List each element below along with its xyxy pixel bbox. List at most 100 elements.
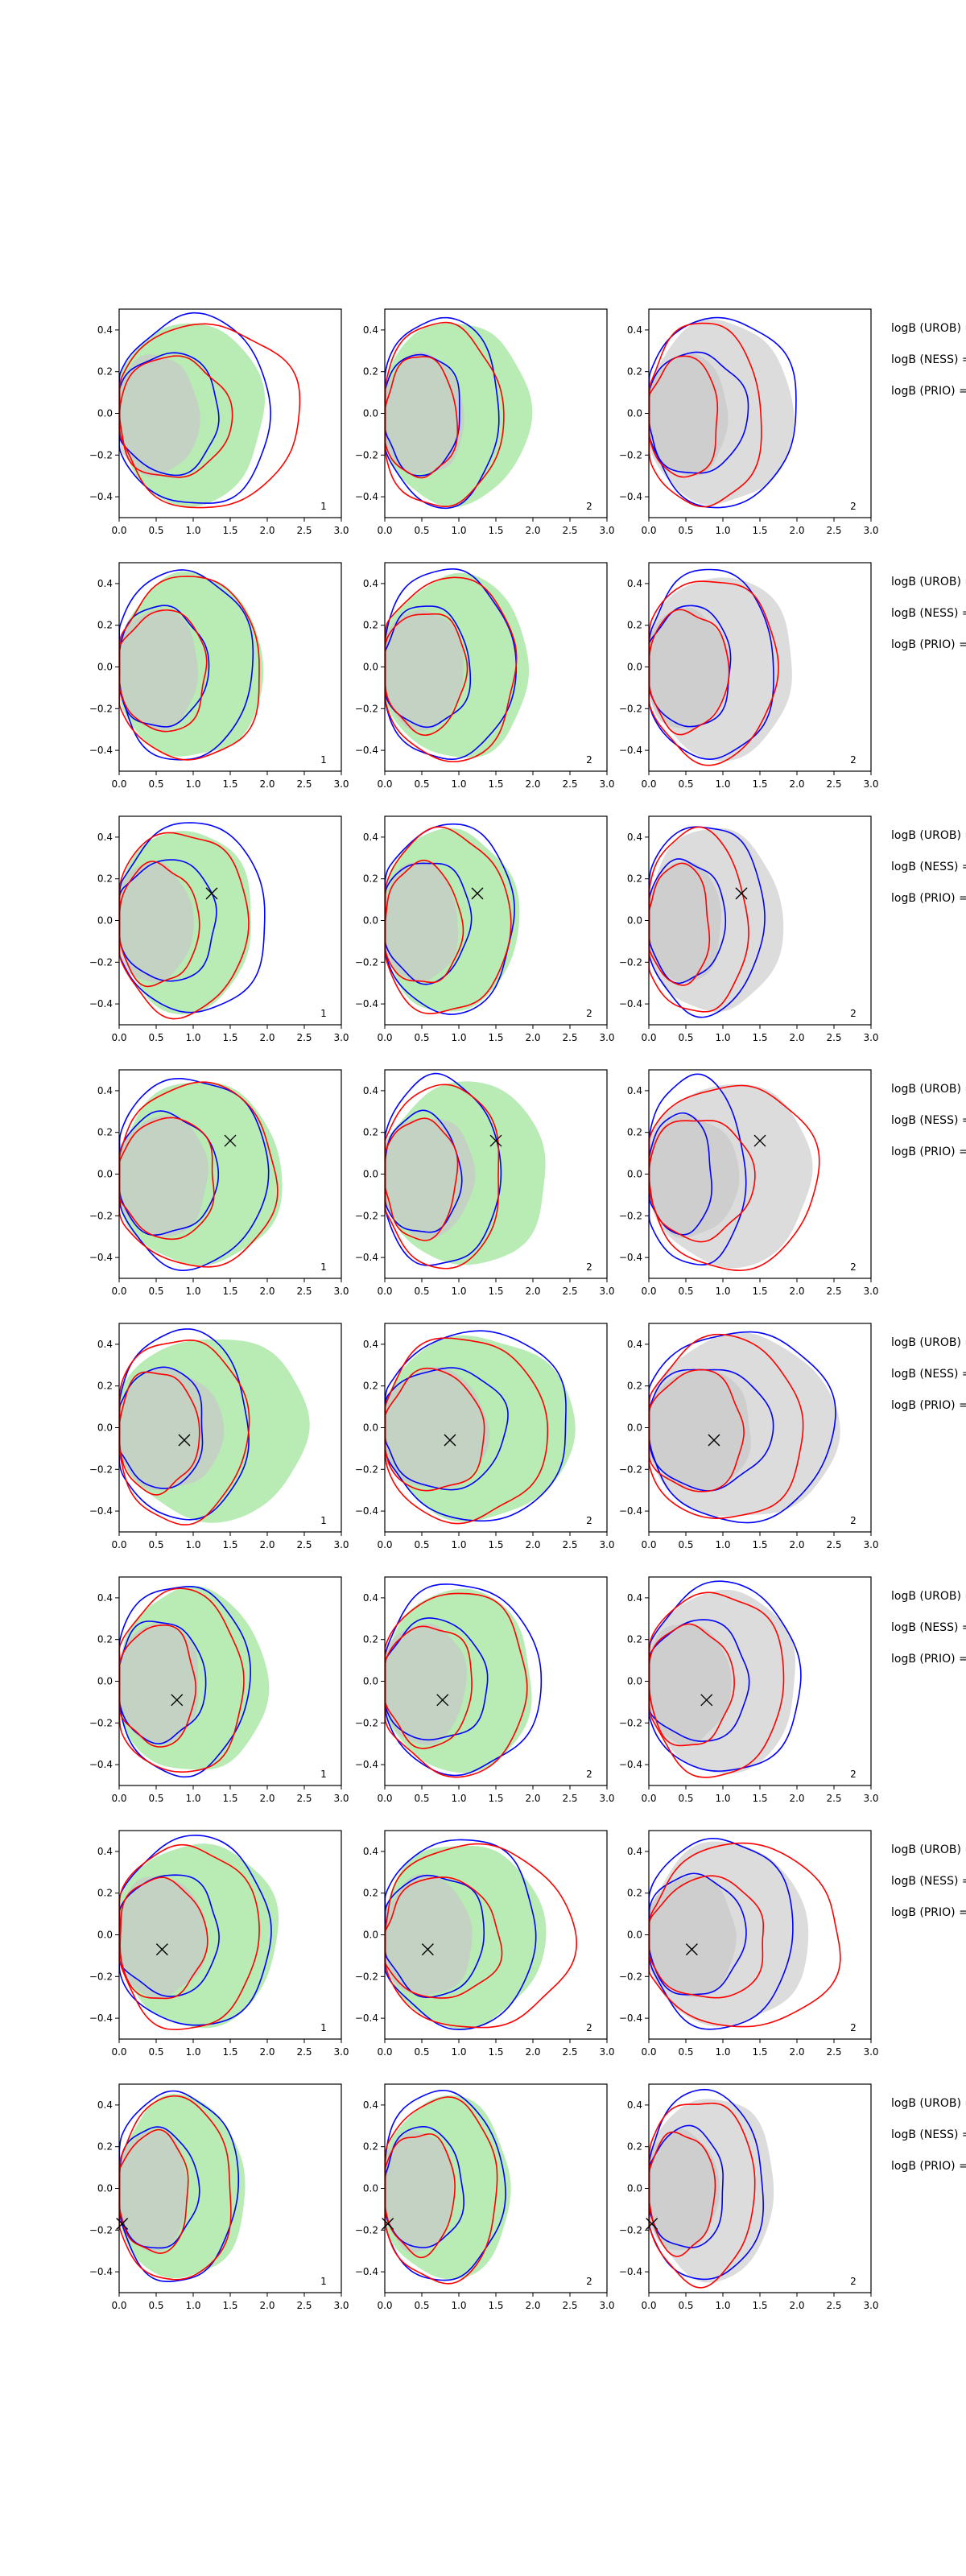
x-tick-label: 0.5	[414, 1286, 429, 1297]
y-tick-label: −0.4	[89, 2013, 113, 2024]
x-tick-label: 2.5	[296, 2046, 312, 2058]
panel-number-label: 2	[586, 1261, 592, 1273]
x-tick-label: 3.0	[599, 2046, 614, 2058]
x-tick-label: 0.0	[641, 2046, 656, 2058]
y-tick-label: −0.2	[89, 1210, 113, 1221]
x-tick-label: 1.5	[752, 1539, 767, 1550]
x-tick-label: 0.0	[111, 1286, 126, 1297]
panel-number-label: 2	[850, 501, 857, 512]
x-tick-label: 2.5	[562, 2300, 577, 2311]
x-tick-label: 1.5	[488, 1539, 503, 1550]
y-tick-label: −0.4	[619, 491, 642, 502]
subplot-r5-c1: 0.0 0.5 1.0 1.5 2.0 2.5 3.0 0.4 0.2 0.0 −0.2 −0.4 1	[89, 1323, 349, 1550]
inner-density-region	[649, 1624, 732, 1746]
x-tick-label: 3.0	[863, 1539, 878, 1550]
panel-number-label: 1	[320, 2276, 327, 2287]
y-tick-label: −0.4	[355, 1505, 378, 1517]
x-tick-label: 1.5	[222, 1793, 237, 1804]
x-tick-label: 0.0	[111, 525, 126, 536]
inner-density-region	[385, 352, 464, 474]
y-tick-label: −0.4	[89, 1252, 113, 1263]
x-tick-label: 0.0	[377, 1793, 392, 1804]
y-tick-label: 0.4	[97, 832, 113, 843]
x-tick-label: 2.5	[826, 778, 841, 790]
x-tick-label: 0.5	[678, 778, 693, 790]
x-tick-label: 0.5	[148, 2046, 163, 2058]
x-tick-label: 0.0	[111, 1032, 126, 1043]
logb-label: logB (NESS) =	[891, 353, 966, 366]
y-tick-label: 0.0	[97, 408, 113, 419]
reference-marker	[116, 2218, 129, 2231]
x-tick-label: 1.0	[715, 525, 730, 536]
inner-density-region	[385, 2130, 454, 2253]
panel-number-label: 1	[320, 1515, 327, 1526]
y-tick-label: 0.0	[97, 662, 113, 673]
subplot-r8-c2: 0.0 0.5 1.0 1.5 2.0 2.5 3.0 0.4 0.2 0.0 −0.2 −0.4 2	[355, 2083, 615, 2311]
y-tick-label: 0.0	[97, 915, 113, 927]
y-tick-label: −0.2	[619, 1971, 642, 1982]
contour-layer	[649, 1837, 841, 2030]
y-tick-label: 0.4	[363, 1592, 378, 1604]
subplot-r5-c2: 0.0 0.5 1.0 1.5 2.0 2.5 3.0 0.4 0.2 0.0 −0.2 −0.4 2	[355, 1323, 615, 1550]
x-tick-label: 2.0	[789, 1539, 804, 1550]
x-tick-label: 2.0	[259, 2046, 275, 2058]
x-tick-label: 3.0	[863, 778, 878, 790]
x-tick-label: 0.5	[414, 1539, 429, 1550]
subplot-r3-c2: 0.0 0.5 1.0 1.5 2.0 2.5 3.0 0.4 0.2 0.0 −0.2 −0.4 2	[355, 815, 615, 1043]
panel-number-label: 2	[850, 1261, 857, 1273]
x-tick-label: 0.5	[678, 1539, 693, 1550]
x-tick-label: 3.0	[333, 1286, 349, 1297]
subplot-r1-c1: 0.0 0.5 1.0 1.5 2.0 2.5 3.0 0.4 0.2 0.0 −0.2 −0.4 1	[89, 308, 349, 536]
panel-number-label: 2	[586, 1515, 592, 1526]
y-tick-label: 0.0	[97, 1422, 113, 1434]
x-tick-label: 0.5	[148, 2300, 163, 2311]
x-tick-label: 2.0	[789, 1286, 804, 1297]
x-tick-label: 1.5	[752, 778, 767, 790]
x-tick-label: 0.0	[641, 1539, 656, 1550]
y-tick-label: 0.0	[627, 1422, 642, 1434]
inner-density-region	[119, 861, 194, 983]
x-tick-label: 1.0	[451, 1032, 466, 1043]
y-tick-label: −0.2	[355, 1210, 378, 1221]
x-tick-label: 0.0	[111, 778, 126, 790]
x-tick-label: 1.0	[451, 778, 466, 790]
x-tick-label: 2.5	[562, 1286, 577, 1297]
x-tick-label: 1.0	[185, 525, 200, 536]
y-tick-label: 0.2	[363, 2141, 378, 2153]
x-tick-label: 1.5	[222, 778, 237, 790]
contour-layer	[649, 826, 784, 1018]
y-tick-label: 0.4	[97, 1592, 113, 1604]
reference-marker	[646, 2218, 658, 2231]
logb-label: logB (NESS) =	[891, 1621, 966, 1634]
logb-label: logB (UROB) =	[891, 322, 966, 335]
y-tick-label: −0.2	[619, 449, 642, 460]
x-tick-label: 2.0	[259, 1032, 275, 1043]
contour-layer	[385, 1583, 543, 1778]
y-tick-label: 0.4	[627, 578, 642, 589]
y-tick-label: −0.2	[355, 449, 378, 460]
x-tick-label: 3.0	[863, 1793, 878, 1804]
subplot-r2-c3: 0.0 0.5 1.0 1.5 2.0 2.5 3.0 0.4 0.2 0.0 −0.2 −0.4 2	[619, 562, 879, 790]
x-tick-label: 2.5	[296, 525, 312, 536]
panel-number-label: 1	[320, 1008, 327, 1019]
red-inner-contour	[119, 355, 233, 478]
x-tick-label: 0.0	[641, 1032, 656, 1043]
y-tick-label: −0.2	[619, 703, 642, 714]
panel-number-label: 1	[320, 754, 327, 766]
x-tick-label: 1.5	[752, 1793, 767, 1804]
x-tick-label: 2.0	[525, 1286, 540, 1297]
y-tick-label: 0.4	[97, 2099, 113, 2111]
y-tick-label: −0.2	[355, 703, 378, 714]
y-tick-label: 0.4	[363, 324, 378, 336]
x-tick-label: 2.5	[562, 1539, 577, 1550]
x-tick-label: 2.0	[789, 2046, 804, 2058]
y-tick-label: −0.4	[619, 2013, 642, 2024]
contour-layer	[119, 1077, 283, 1271]
y-tick-label: −0.2	[619, 2224, 642, 2235]
inner-density-region	[385, 1874, 473, 1996]
x-tick-label: 1.0	[451, 2046, 466, 2058]
x-tick-label: 3.0	[863, 2300, 878, 2311]
logb-label: logB (PRIO) =	[891, 1399, 966, 1412]
x-tick-label: 0.5	[678, 2300, 693, 2311]
x-tick-label: 2.5	[826, 1793, 841, 1804]
